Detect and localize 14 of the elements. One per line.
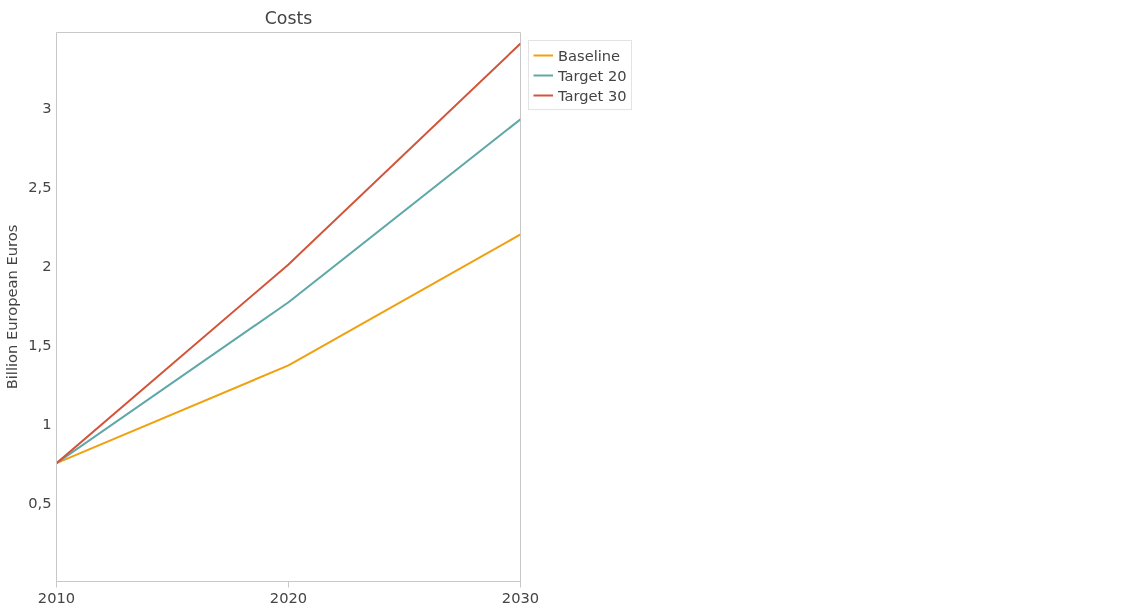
y-tick-label: 0,5 [28, 493, 52, 511]
y-tick-label: 2 [42, 256, 52, 274]
x-tick-label: 2030 [501, 588, 540, 606]
x-tick-label: 2020 [269, 588, 308, 606]
y-tick-label: 3 [42, 99, 52, 117]
y-axis-title: Billion European Euros [3, 224, 21, 390]
x-tick-label: 2010 [37, 588, 76, 606]
y-tick-label: 2,5 [28, 178, 52, 196]
legend-label: Baseline [558, 46, 621, 64]
legend-label: Target 20 [558, 66, 627, 84]
chart-title: Costs [264, 7, 313, 28]
y-tick-label: 1 [42, 414, 52, 432]
y-tick-label: 1,5 [28, 335, 52, 353]
legend-label: Target 30 [558, 86, 627, 104]
